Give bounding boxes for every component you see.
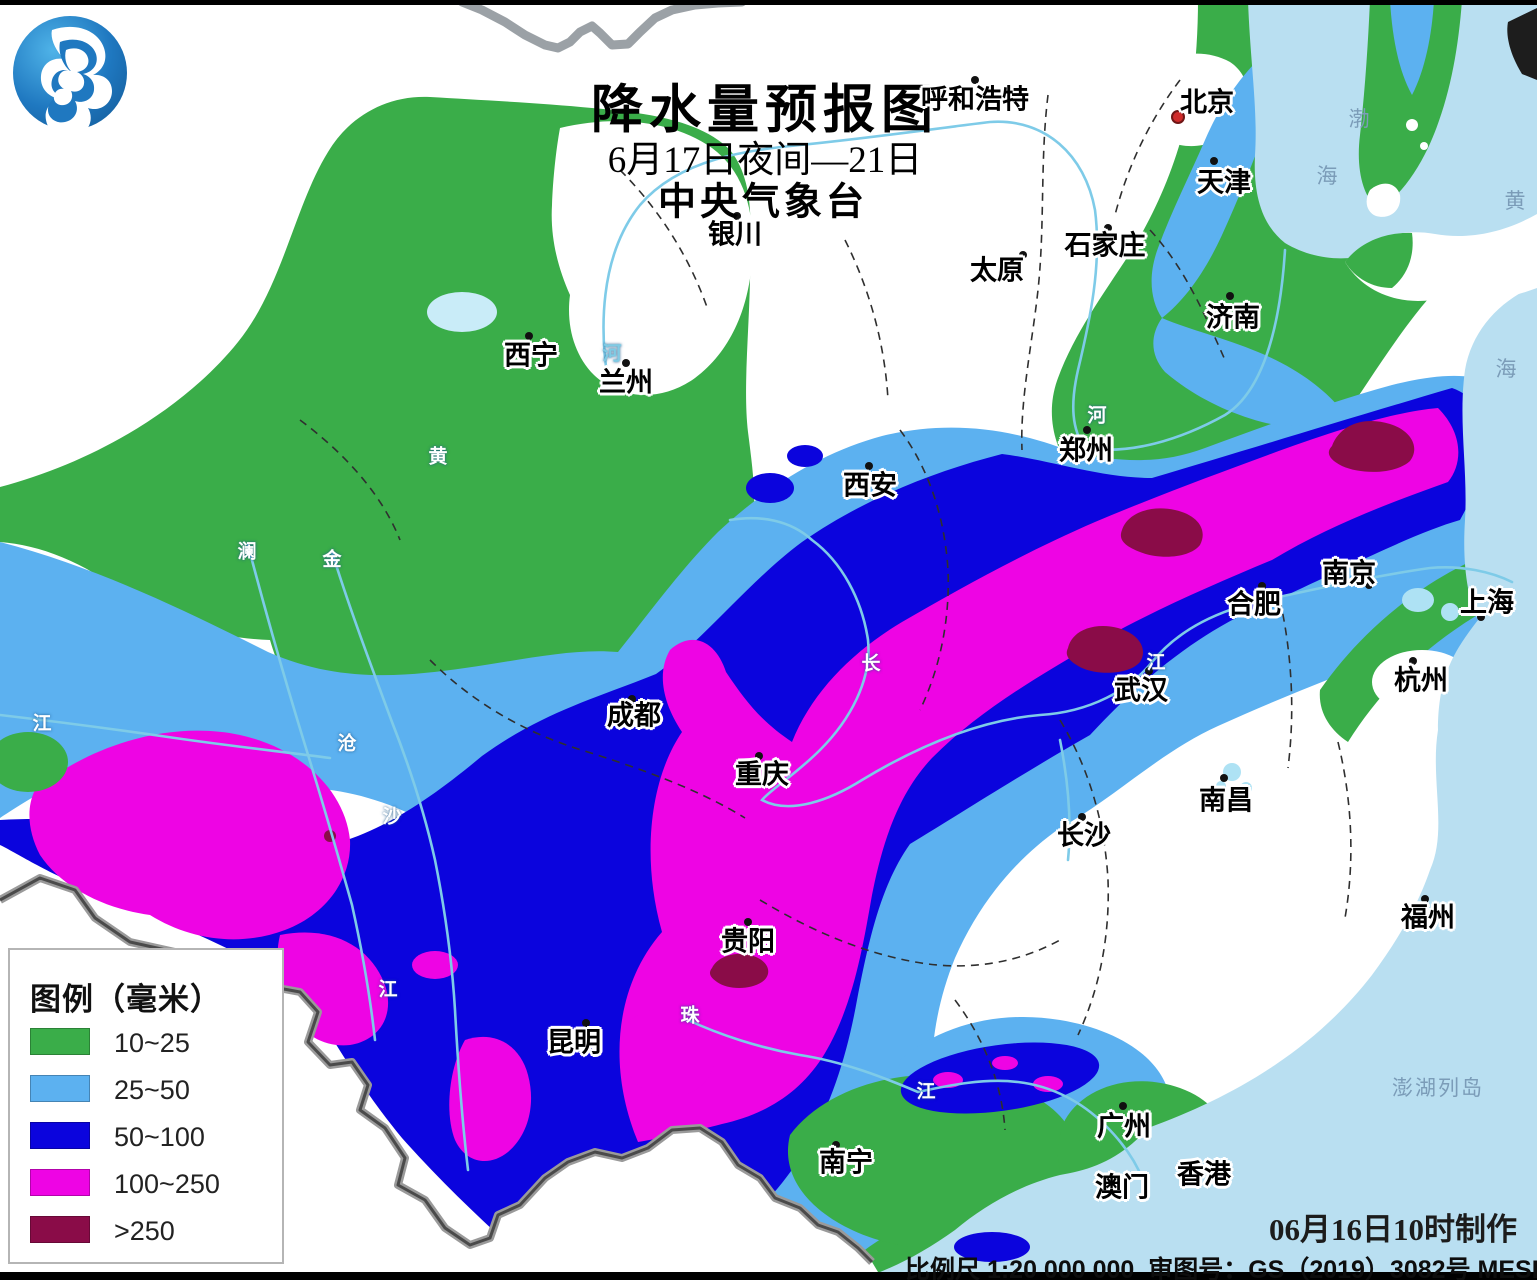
legend-item: 100~250	[10, 1169, 282, 1215]
bottom-frame-bar	[0, 1272, 1537, 1280]
review-number: 审图号：GS（2019）3082号 MESIS3.0	[1148, 1256, 1537, 1280]
river-label: 江	[916, 1081, 936, 1103]
legend-title: 图例（毫米）	[30, 982, 222, 1017]
province-borders	[299, 79, 1352, 1131]
sea-label: 澎湖列岛	[1392, 1077, 1484, 1100]
city-label: 太原	[970, 255, 1024, 286]
map-period: 6月17日夜间—21日	[607, 140, 923, 181]
peninsulas	[1345, 0, 1537, 303]
lakes	[427, 292, 1459, 794]
river-label: 澜	[237, 541, 257, 563]
city-label: 银川	[708, 219, 762, 250]
sea-label: 渤	[1348, 108, 1372, 131]
legend-label: >250	[114, 1216, 175, 1246]
city-label: 呼和浩特	[921, 84, 1029, 115]
city-label: 上海	[1460, 587, 1514, 618]
city-label: 杭州	[1394, 665, 1448, 696]
top-frame-bar	[0, 0, 1537, 5]
city-label: 广州	[1097, 1111, 1151, 1142]
legend-item: 10~25	[10, 1028, 282, 1074]
scale-label: 比例尺 1:20 000 000	[905, 1256, 1135, 1280]
city-label: 北京	[1180, 87, 1234, 118]
river-label: 河	[602, 343, 622, 365]
river-label: 江	[378, 979, 398, 1001]
river-label: 珠	[680, 1005, 700, 1027]
city-label: 福州	[1401, 902, 1455, 933]
city-label: 成都	[607, 700, 661, 731]
city-label: 石家庄	[1064, 230, 1146, 261]
legend-swatch	[30, 1122, 90, 1149]
legend-swatch	[30, 1075, 90, 1102]
legend-label: 100~250	[114, 1169, 220, 1199]
legend-item: 25~50	[10, 1075, 282, 1121]
legend-item: >250	[10, 1216, 282, 1262]
city-label: 香港	[1177, 1159, 1231, 1190]
city-label: 南京	[1322, 558, 1376, 589]
city-label: 昆明	[547, 1027, 601, 1058]
city-label: 天津	[1197, 167, 1251, 198]
city-label: 武汉	[1114, 675, 1168, 706]
city-label: 郑州	[1059, 435, 1113, 466]
legend-label: 25~50	[114, 1075, 190, 1105]
city-label: 西宁	[504, 340, 558, 371]
river-label: 长	[861, 653, 881, 675]
river-label: 江	[1146, 652, 1166, 674]
river-label: 沙	[382, 806, 402, 828]
legend-panel: 图例（毫米） 10~25 25~50 50~100 100~250 >250	[8, 948, 284, 1264]
international-border-north	[457, 0, 747, 53]
cma-logo-icon	[13, 16, 127, 138]
city-dots	[525, 76, 1485, 1149]
legend-label: 10~25	[114, 1028, 190, 1058]
river-label: 河	[1087, 405, 1107, 427]
city-label: 合肥	[1227, 589, 1281, 620]
city-label: 南宁	[819, 1147, 873, 1178]
city-label: 贵阳	[721, 926, 775, 957]
city-label: 澳门	[1095, 1172, 1149, 1203]
sea-label: 海	[1316, 165, 1340, 188]
river-label: 江	[32, 713, 52, 735]
legend-item: 50~100	[10, 1122, 282, 1168]
map-title: 降水量预报图	[590, 82, 940, 140]
city-label: 兰州	[599, 367, 653, 398]
guangdong-rain-cells	[900, 1042, 1100, 1114]
city-label: 济南	[1206, 302, 1260, 333]
legend-swatch	[30, 1028, 90, 1055]
river-label: 沧	[337, 733, 357, 755]
city-label: 西安	[843, 470, 897, 501]
river-label: 黄	[428, 446, 448, 468]
sea-label: 黄	[1504, 190, 1528, 213]
sea-label: 海	[1495, 358, 1519, 381]
river-label: 金	[322, 549, 342, 571]
legend-swatch	[30, 1169, 90, 1196]
issue-time: 06月16日10时制作	[1269, 1212, 1517, 1247]
city-label: 长沙	[1057, 820, 1111, 851]
map-agency: 中央气象台	[657, 181, 869, 224]
city-label: 重庆	[735, 759, 789, 790]
map-edge-corner	[1507, 8, 1537, 80]
rain-band-gt-250	[324, 420, 1415, 988]
scale-and-review-line: 比例尺 1:20 000 000 审图号：GS（2019）3082号 MESIS…	[905, 1250, 1537, 1280]
city-label: 南昌	[1199, 785, 1253, 816]
legend-swatch	[30, 1216, 90, 1243]
rivers	[0, 120, 1514, 1180]
legend-label: 50~100	[114, 1122, 205, 1152]
south-coast-rain-cell	[954, 1232, 1030, 1262]
